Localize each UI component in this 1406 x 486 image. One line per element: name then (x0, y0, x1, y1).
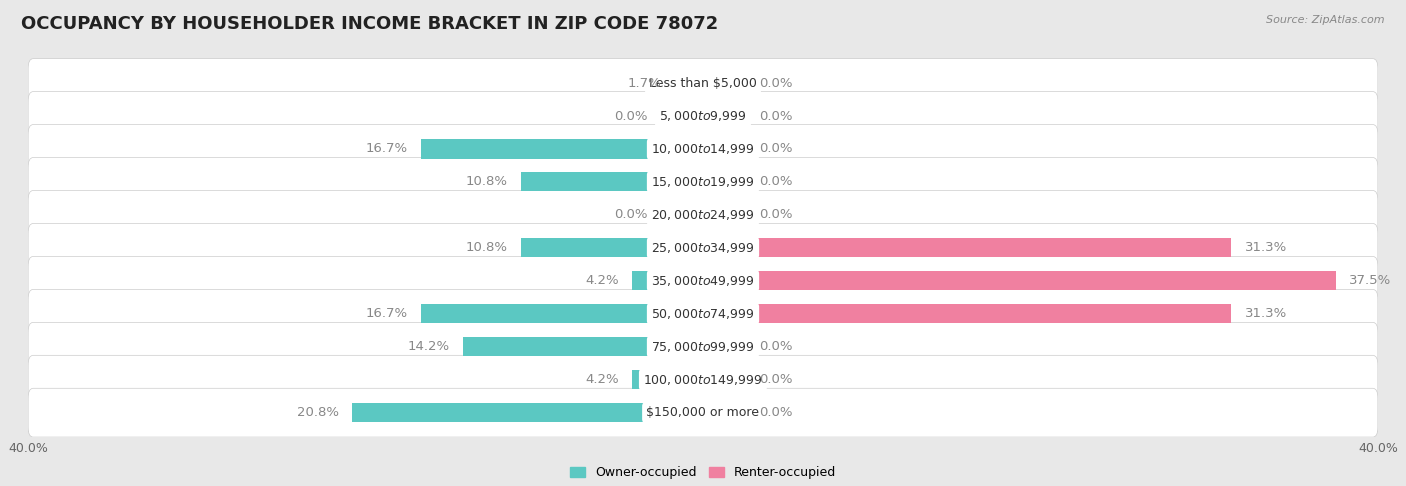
Text: 20.8%: 20.8% (297, 406, 339, 419)
FancyBboxPatch shape (28, 355, 1378, 404)
Bar (520, 238, 703, 258)
Bar (661, 73, 703, 93)
FancyBboxPatch shape (28, 289, 1378, 338)
Text: $35,000 to $49,999: $35,000 to $49,999 (651, 274, 755, 288)
Text: 1.7%: 1.7% (627, 76, 661, 89)
Bar (703, 106, 745, 125)
Text: $150,000 or more: $150,000 or more (647, 406, 759, 419)
FancyBboxPatch shape (28, 224, 1378, 272)
Bar (422, 304, 703, 323)
Text: 0.0%: 0.0% (759, 175, 792, 189)
Bar (703, 304, 1232, 323)
Text: OCCUPANCY BY HOUSEHOLDER INCOME BRACKET IN ZIP CODE 78072: OCCUPANCY BY HOUSEHOLDER INCOME BRACKET … (21, 15, 718, 33)
Text: $25,000 to $34,999: $25,000 to $34,999 (651, 241, 755, 255)
Text: 10.8%: 10.8% (465, 242, 508, 254)
Bar (703, 271, 1336, 290)
Text: 16.7%: 16.7% (366, 142, 408, 156)
Text: 37.5%: 37.5% (1350, 274, 1392, 287)
Bar (703, 173, 745, 191)
Text: 0.0%: 0.0% (759, 76, 792, 89)
Bar (661, 206, 703, 225)
FancyBboxPatch shape (28, 388, 1378, 437)
FancyBboxPatch shape (28, 191, 1378, 239)
Text: 31.3%: 31.3% (1244, 242, 1286, 254)
Text: 0.0%: 0.0% (759, 208, 792, 222)
Text: 0.0%: 0.0% (759, 109, 792, 122)
Bar (352, 403, 703, 422)
Text: 10.8%: 10.8% (465, 175, 508, 189)
Text: 0.0%: 0.0% (759, 406, 792, 419)
Text: $5,000 to $9,999: $5,000 to $9,999 (659, 109, 747, 123)
Bar (661, 106, 703, 125)
Legend: Owner-occupied, Renter-occupied: Owner-occupied, Renter-occupied (565, 461, 841, 484)
Text: 31.3%: 31.3% (1244, 307, 1286, 320)
Bar (520, 173, 703, 191)
Bar (703, 206, 745, 225)
FancyBboxPatch shape (28, 157, 1378, 207)
Bar (422, 139, 703, 158)
Bar (703, 238, 1232, 258)
FancyBboxPatch shape (28, 59, 1378, 107)
Text: 16.7%: 16.7% (366, 307, 408, 320)
Bar (703, 337, 745, 356)
Text: 4.2%: 4.2% (585, 274, 619, 287)
Text: 0.0%: 0.0% (759, 340, 792, 353)
Text: $100,000 to $149,999: $100,000 to $149,999 (644, 373, 762, 387)
FancyBboxPatch shape (28, 257, 1378, 305)
Text: $10,000 to $14,999: $10,000 to $14,999 (651, 142, 755, 156)
Text: 0.0%: 0.0% (759, 142, 792, 156)
Bar (703, 139, 745, 158)
Bar (464, 337, 703, 356)
Text: Source: ZipAtlas.com: Source: ZipAtlas.com (1267, 15, 1385, 25)
FancyBboxPatch shape (28, 124, 1378, 174)
Bar (703, 73, 745, 93)
FancyBboxPatch shape (28, 92, 1378, 140)
Text: 0.0%: 0.0% (614, 208, 647, 222)
Bar (703, 403, 745, 422)
Text: 14.2%: 14.2% (408, 340, 450, 353)
Text: Less than $5,000: Less than $5,000 (650, 76, 756, 89)
Text: $50,000 to $74,999: $50,000 to $74,999 (651, 307, 755, 321)
Text: 0.0%: 0.0% (759, 373, 792, 386)
Text: $20,000 to $24,999: $20,000 to $24,999 (651, 208, 755, 222)
Bar (633, 370, 703, 389)
Text: 0.0%: 0.0% (614, 109, 647, 122)
Bar (633, 271, 703, 290)
Text: 4.2%: 4.2% (585, 373, 619, 386)
Text: $15,000 to $19,999: $15,000 to $19,999 (651, 175, 755, 189)
Text: $75,000 to $99,999: $75,000 to $99,999 (651, 340, 755, 354)
FancyBboxPatch shape (28, 322, 1378, 371)
Bar (703, 370, 745, 389)
